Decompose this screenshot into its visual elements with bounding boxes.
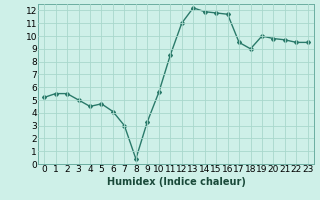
X-axis label: Humidex (Indice chaleur): Humidex (Indice chaleur)	[107, 177, 245, 187]
